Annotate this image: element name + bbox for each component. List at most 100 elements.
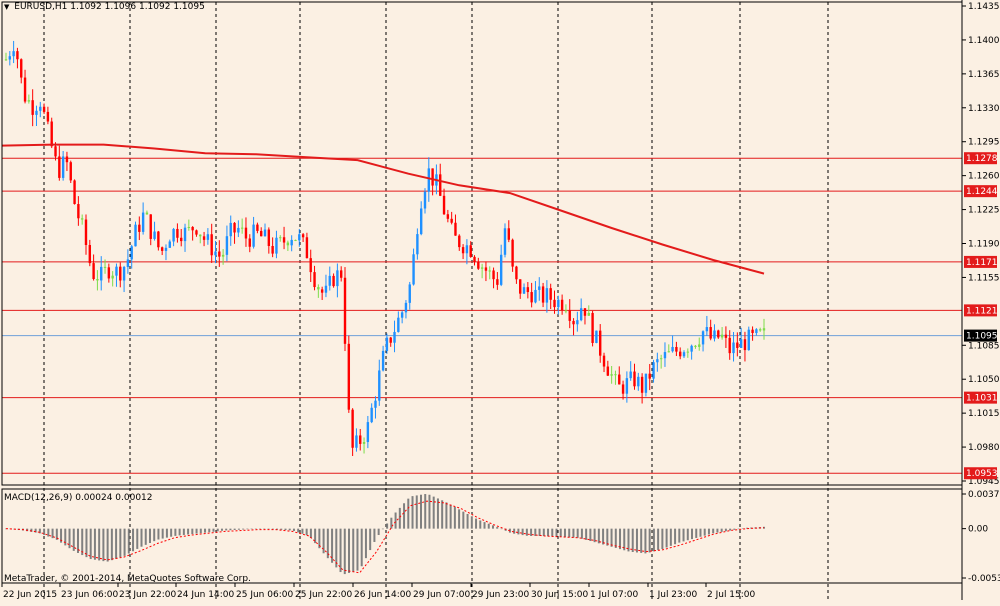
macd-bar (678, 528, 681, 543)
candle-body (202, 236, 206, 240)
macd-bar (674, 528, 677, 545)
macd-bar (119, 528, 122, 558)
candle-body (100, 266, 103, 281)
macd-bar (106, 528, 109, 562)
macd-bar (695, 528, 698, 538)
macd-bar (292, 528, 295, 532)
candle-body (671, 346, 674, 352)
macd-bar (132, 528, 135, 552)
candle-body (290, 239, 293, 246)
candle-body (96, 279, 99, 281)
candle-body (732, 342, 735, 354)
macd-bar (644, 528, 647, 554)
candle-body (442, 195, 446, 215)
symbol-label: EURUSD,H1 (14, 2, 68, 12)
candle-body (263, 229, 267, 237)
time-tick-label: 25 Jun 06:00 (236, 590, 293, 600)
macd-bar (377, 528, 380, 536)
macd-bar (517, 528, 520, 535)
macd-bar (394, 512, 397, 529)
macd-bar (648, 528, 651, 553)
candle-body (111, 275, 114, 279)
macd-bar (254, 528, 257, 530)
macd-bar (233, 528, 236, 530)
candle-body (530, 292, 533, 303)
time-tick-label: 25 Jun 22:00 (295, 590, 352, 600)
candle-body (275, 237, 278, 254)
macd-bar (585, 528, 588, 540)
macd-bar (419, 494, 422, 529)
macd-bar (538, 528, 541, 536)
macd-bar (225, 528, 228, 531)
candle-body (347, 343, 351, 410)
candle-body (370, 407, 373, 423)
macd-bar (699, 528, 702, 537)
candle-body (679, 351, 682, 357)
macd-bar (462, 511, 465, 529)
candle-body (576, 320, 579, 325)
macd-bar (403, 503, 406, 529)
macd-bar (309, 528, 312, 539)
macd-bar (204, 528, 207, 533)
candle-body (332, 275, 335, 287)
macd-bar (318, 528, 321, 549)
macd-bar (415, 495, 418, 529)
macd-bar (458, 509, 461, 529)
candle-body (153, 231, 156, 239)
candle-body (633, 371, 636, 387)
macd-bar (55, 528, 58, 540)
macd-bar (123, 528, 126, 556)
macd-bar (51, 528, 54, 539)
candle-body (553, 299, 556, 308)
macd-bar (623, 528, 626, 551)
macd-bar (170, 528, 173, 537)
macd-bar (237, 528, 240, 530)
candle-body (419, 208, 423, 235)
macd-bar (686, 528, 689, 541)
macd-bar (652, 528, 655, 552)
candle-body (515, 266, 518, 280)
candle-body (694, 345, 697, 347)
candle-body (80, 218, 84, 220)
macd-bar (703, 528, 706, 536)
macd-bar (110, 528, 113, 561)
price-tick-label: 1.1330 (968, 104, 1000, 114)
macd-bar (470, 516, 473, 529)
candle-body (591, 312, 594, 343)
candle-body (191, 226, 194, 231)
current-price-box (964, 329, 997, 342)
macd-bar (741, 528, 744, 529)
candle-body (237, 227, 240, 233)
macd-bar (589, 528, 592, 542)
macd-bar (322, 528, 325, 554)
candle-body (739, 339, 743, 348)
macd-bar (381, 528, 384, 530)
macd-bar (593, 528, 596, 543)
macd-bar (246, 528, 249, 530)
candle-body (579, 308, 583, 321)
candle-body (206, 234, 210, 240)
candle-body (61, 156, 65, 178)
candle-body (210, 234, 213, 256)
macd-bar (733, 528, 736, 530)
macd-bar (348, 528, 351, 573)
macd-bar (263, 528, 266, 530)
candle-body (587, 312, 590, 316)
candle-body (4, 59, 8, 61)
candle-body (389, 337, 392, 343)
dropdown-arrow-icon[interactable]: ▼ (4, 3, 10, 11)
macd-bar (407, 498, 410, 529)
candle-body (713, 330, 716, 339)
macd-bar (38, 528, 41, 534)
price-tick-label: 1.1190 (968, 240, 1000, 250)
candle-body (176, 228, 179, 238)
macd-bar (369, 528, 372, 551)
macd-bar (606, 528, 609, 546)
macd-bar (559, 528, 562, 537)
candle-body (644, 373, 648, 393)
candle-body (461, 247, 465, 254)
time-tick-label: 23 Jun 22:00 (119, 590, 176, 600)
price-tick-label: 1.0980 (968, 443, 1000, 453)
